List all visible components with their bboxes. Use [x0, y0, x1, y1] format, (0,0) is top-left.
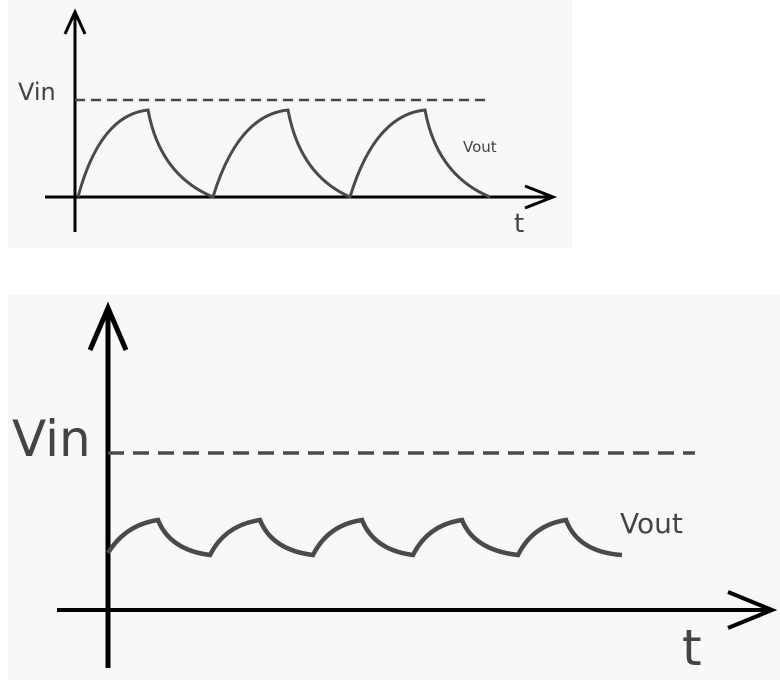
top-panel: Vin Vout t	[8, 0, 572, 248]
bottom-vin-label: Vin	[12, 410, 91, 468]
bottom-t-label: t	[682, 619, 702, 677]
bottom-panel-background	[8, 295, 780, 680]
top-t-label: t	[514, 209, 524, 239]
bottom-vout-curve	[106, 517, 623, 558]
top-vin-label: Vin	[18, 78, 56, 106]
bottom-panel: Vin Vout t	[8, 295, 780, 680]
bottom-x-axis-arrow-icon	[727, 590, 778, 630]
top-x-axis-arrow-icon	[524, 184, 558, 210]
top-vout-curve	[76, 108, 491, 200]
top-y-axis-arrow-icon	[63, 8, 87, 35]
top-vout-label: Vout	[463, 138, 497, 156]
bottom-y-axis-arrow-icon	[87, 301, 129, 351]
bottom-vout-label: Vout	[620, 507, 683, 540]
